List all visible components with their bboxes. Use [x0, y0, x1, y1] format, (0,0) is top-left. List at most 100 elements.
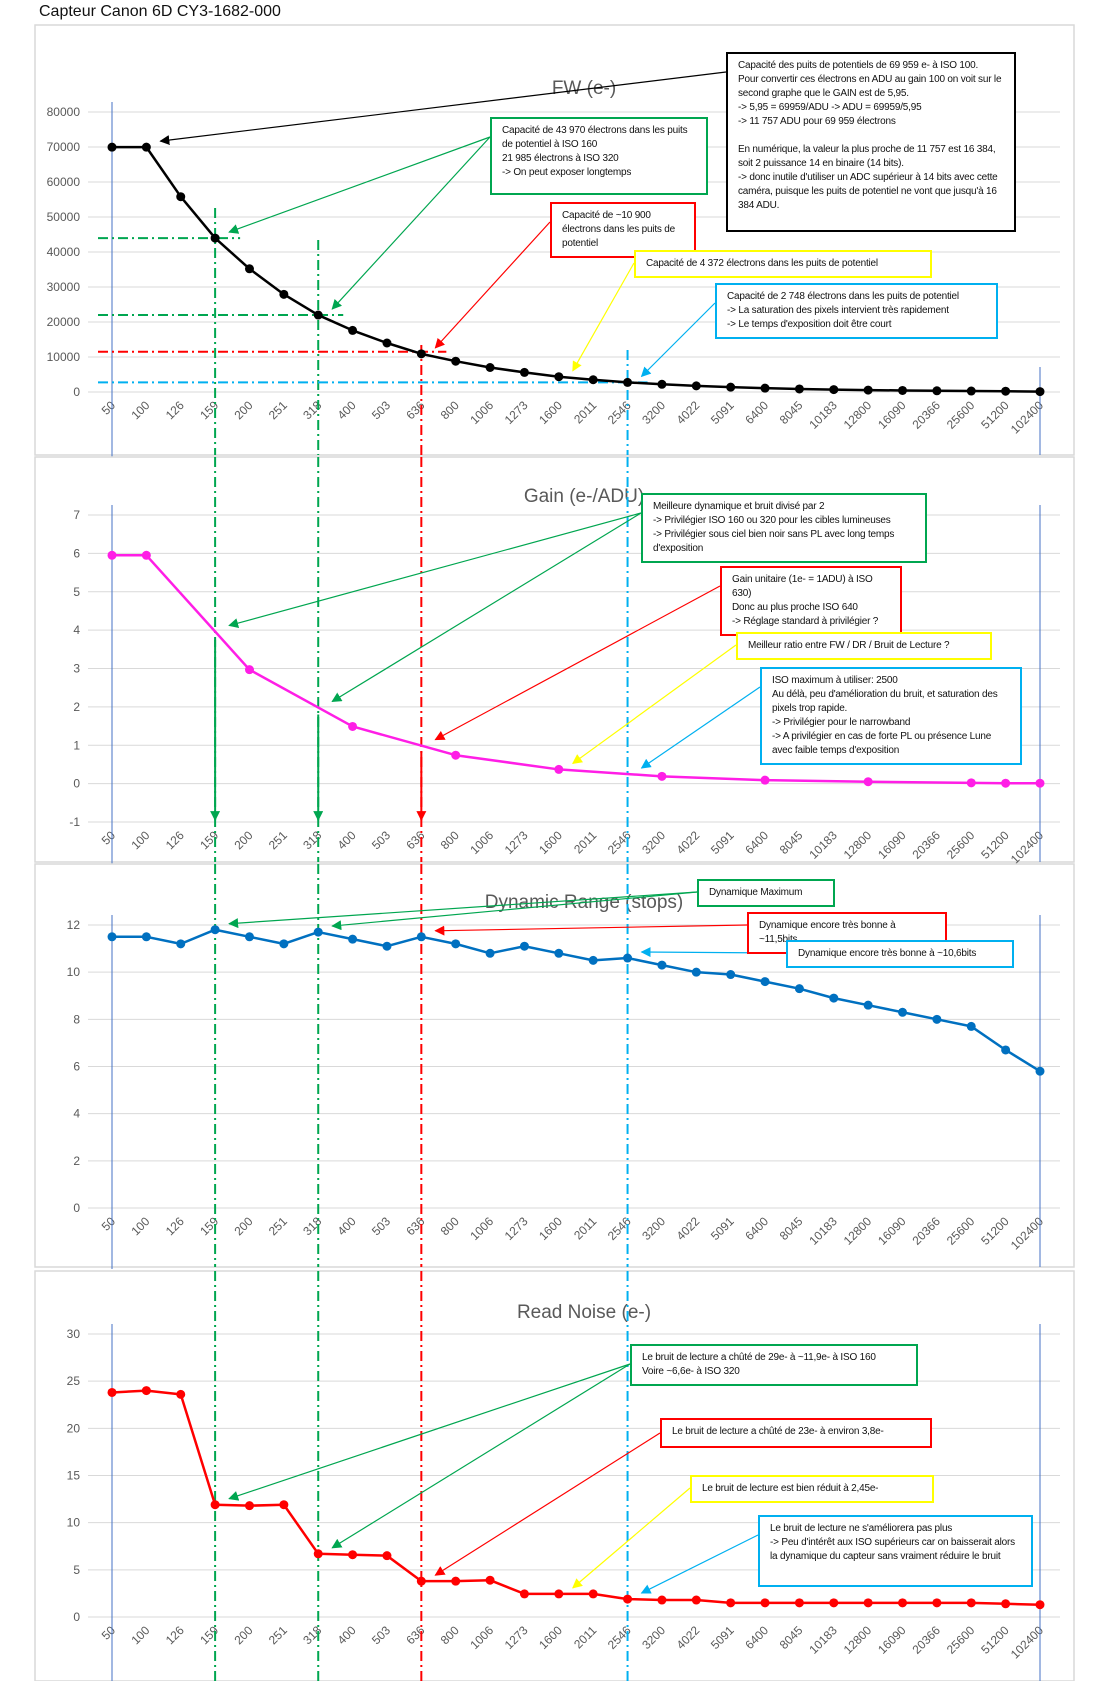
series-line — [111, 1389, 1041, 1606]
data-point — [519, 941, 529, 951]
annotation-arrow — [331, 136, 491, 310]
annotation-arrow — [640, 1534, 759, 1594]
data-point — [657, 379, 667, 389]
data-point — [623, 1594, 633, 1604]
data-point — [141, 1386, 151, 1396]
annotation-box-cyan: Dynamique encore très bonne à ~10,6bits — [786, 940, 1014, 968]
data-point — [107, 1387, 117, 1397]
data-point — [554, 948, 564, 958]
data-point — [657, 1595, 667, 1605]
y-tick-label: 50000 — [47, 210, 81, 224]
data-point — [657, 960, 667, 970]
annotation-box-green: Capacité de 43 970 électrons dans les pu… — [490, 117, 708, 195]
annotation-arrow — [331, 891, 698, 931]
data-point — [1001, 386, 1011, 396]
data-point — [485, 363, 495, 372]
data-point — [485, 948, 495, 958]
data-point — [863, 1598, 873, 1608]
data-point — [554, 372, 564, 382]
data-point — [726, 1598, 736, 1608]
series-line — [112, 554, 1040, 785]
chart-title: Gain (e-/ADU) — [524, 486, 644, 507]
data-point — [863, 1000, 873, 1010]
y-tick-label: 10 — [67, 1516, 81, 1530]
data-point — [554, 1589, 564, 1599]
annotation-arrow — [434, 1432, 661, 1576]
annotation-arrow — [228, 512, 642, 628]
data-point — [657, 771, 667, 781]
data-point — [141, 550, 151, 560]
data-point — [244, 264, 254, 274]
data-point — [760, 977, 770, 987]
data-point — [1035, 1066, 1045, 1076]
y-tick-label: 20000 — [47, 315, 81, 329]
data-point — [1001, 1045, 1011, 1055]
data-point — [313, 1549, 323, 1559]
y-tick-label: 30000 — [47, 280, 81, 294]
data-point — [794, 984, 804, 994]
y-tick-label: 10 — [67, 965, 81, 979]
data-point — [588, 955, 598, 965]
annotation-arrow — [434, 585, 721, 741]
annotation-box-cyan: Le bruit de lecture ne s'améliorera pas … — [758, 1515, 1033, 1587]
data-point — [691, 1595, 701, 1605]
data-point — [760, 383, 770, 393]
data-point — [623, 953, 633, 963]
data-point — [107, 142, 117, 152]
y-tick-label: 15 — [67, 1469, 81, 1483]
data-point — [348, 934, 358, 944]
data-point — [1035, 778, 1045, 788]
series-line — [112, 145, 1041, 393]
y-tick-label: 70000 — [47, 140, 81, 154]
data-point — [107, 550, 117, 560]
data-point — [382, 941, 392, 951]
data-point — [863, 385, 873, 395]
annotation-arrow — [331, 1363, 631, 1549]
data-point — [348, 325, 358, 335]
y-tick-label: 6 — [73, 1060, 80, 1074]
y-tick-label: 12 — [67, 918, 81, 932]
annotation-arrow — [572, 262, 635, 372]
data-point — [760, 775, 770, 785]
y-tick-label: 4 — [73, 1107, 80, 1121]
data-point — [176, 939, 186, 949]
data-point — [244, 932, 254, 942]
y-tick-label: 0 — [73, 1610, 80, 1624]
annotation-arrow — [640, 302, 716, 378]
y-tick-label: 60000 — [47, 175, 81, 189]
annotation-box-green: Le bruit de lecture a chûté de 29e- à ~1… — [630, 1344, 918, 1386]
annotation-box-red: Le bruit de lecture a chûté de 23e- à en… — [660, 1418, 932, 1448]
annotation-arrow — [572, 1487, 691, 1589]
data-point — [966, 386, 976, 396]
data-point — [760, 1598, 770, 1608]
data-point — [416, 932, 426, 942]
y-tick-label: 2 — [73, 1154, 80, 1168]
annotation-arrow — [331, 512, 642, 703]
data-point — [348, 721, 358, 731]
data-point — [176, 1389, 186, 1399]
chart-title: Read Noise (e-) — [517, 1302, 651, 1323]
annotation-box-cyan: ISO maximum à utiliser: 2500 Au délà, pe… — [760, 667, 1022, 765]
annotation-box-green: Dynamique Maximum — [697, 879, 835, 907]
y-tick-label: 0 — [73, 385, 80, 399]
data-point — [382, 338, 392, 348]
y-tick-label: 5 — [73, 585, 80, 599]
data-point — [244, 1501, 254, 1511]
y-tick-label: 0 — [73, 1201, 80, 1215]
annotation-arrow — [228, 891, 698, 929]
data-point — [966, 778, 976, 788]
y-tick-label: 40000 — [47, 245, 81, 259]
y-tick-label: 20 — [67, 1421, 81, 1435]
data-point — [279, 289, 289, 299]
annotation-arrow — [228, 136, 491, 234]
series-line — [112, 928, 1041, 1073]
data-point — [176, 192, 186, 202]
data-point — [279, 939, 289, 949]
annotation-arrow — [159, 71, 727, 146]
y-tick-label: 2 — [73, 700, 80, 714]
y-tick-label: 80000 — [47, 105, 81, 119]
data-point — [451, 356, 461, 366]
data-point — [348, 1550, 358, 1560]
data-point — [1035, 1600, 1045, 1610]
annotation-box-yellow: Meilleur ratio entre FW / DR / Bruit de … — [736, 632, 992, 660]
